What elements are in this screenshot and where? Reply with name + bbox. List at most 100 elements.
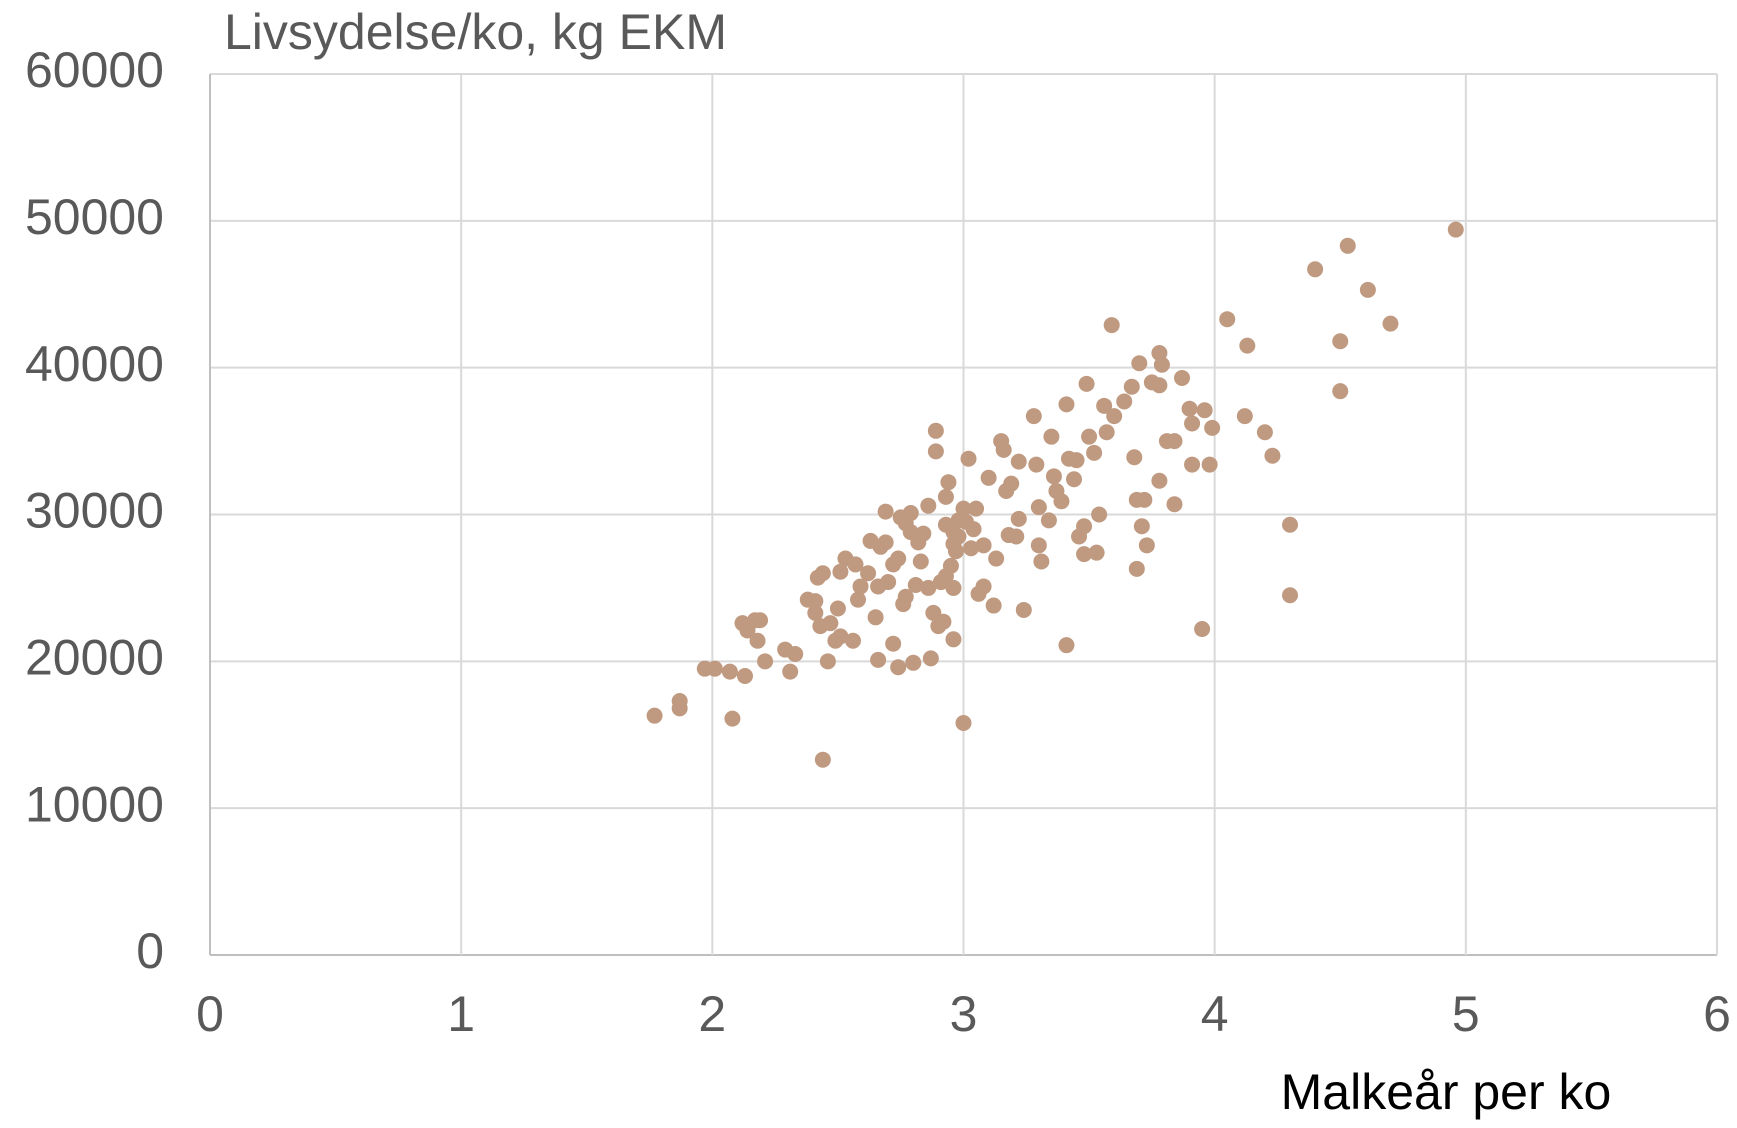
scatter-point bbox=[1045, 468, 1062, 485]
scatter-point bbox=[1008, 528, 1025, 545]
scatter-point bbox=[1103, 317, 1120, 334]
scatter-point bbox=[1053, 493, 1070, 510]
scatter-point bbox=[814, 565, 831, 582]
scatter-point bbox=[867, 609, 884, 626]
scatter-point bbox=[752, 612, 769, 629]
x-tick-label: 5 bbox=[1452, 986, 1480, 1042]
scatter-point bbox=[1184, 415, 1201, 432]
scatter-point bbox=[1078, 375, 1095, 392]
scatter-point bbox=[807, 604, 824, 621]
scatter-point bbox=[860, 565, 877, 582]
scatter-point bbox=[1040, 512, 1057, 529]
x-tick-label: 0 bbox=[196, 986, 224, 1042]
scatter-point bbox=[905, 654, 922, 671]
scatter-point bbox=[1307, 261, 1324, 278]
scatter-point bbox=[814, 751, 831, 768]
scatter-point bbox=[922, 650, 939, 667]
scatter-point bbox=[822, 615, 839, 632]
scatter-point bbox=[1153, 356, 1170, 373]
scatter-point bbox=[877, 534, 894, 551]
scatter-point bbox=[757, 653, 774, 670]
scatter-point bbox=[1196, 402, 1213, 419]
chart-title: Livsydelse/ko, kg EKM bbox=[224, 4, 727, 60]
x-tick-label: 3 bbox=[950, 986, 978, 1042]
scatter-point bbox=[1091, 506, 1108, 523]
scatter-point bbox=[945, 535, 962, 552]
scatter-point bbox=[890, 550, 907, 567]
scatter-point bbox=[960, 450, 977, 467]
scatter-point bbox=[955, 715, 972, 732]
scatter-point bbox=[1123, 378, 1140, 395]
scatter-point bbox=[1058, 637, 1075, 654]
scatter-point bbox=[1332, 383, 1349, 400]
y-tick-label: 30000 bbox=[25, 483, 164, 539]
scatter-point bbox=[749, 632, 766, 649]
scatter-point bbox=[1003, 475, 1020, 492]
scatter-point bbox=[1116, 393, 1133, 410]
scatter-point bbox=[1043, 428, 1060, 445]
scatter-point bbox=[1133, 518, 1150, 535]
scatter-point bbox=[1282, 516, 1299, 533]
scatter-point bbox=[1010, 453, 1027, 470]
scatter-point bbox=[1166, 496, 1183, 513]
scatter-point bbox=[1264, 447, 1281, 464]
scatter-point bbox=[1131, 355, 1148, 372]
scatter-point bbox=[940, 474, 957, 491]
scatter-point bbox=[706, 660, 723, 677]
scatter-point bbox=[1219, 311, 1236, 328]
scatter-point bbox=[980, 469, 997, 486]
scatter-point bbox=[1184, 456, 1201, 473]
scatter-point bbox=[963, 540, 980, 557]
scatter-point bbox=[1181, 400, 1198, 417]
scatter-point bbox=[968, 500, 985, 517]
scatter-point bbox=[1282, 587, 1299, 604]
y-tick-label: 10000 bbox=[25, 776, 164, 832]
scatter-point bbox=[945, 579, 962, 596]
scatter-point bbox=[988, 550, 1005, 567]
scatter-point bbox=[1030, 499, 1047, 516]
scatter-point bbox=[927, 422, 944, 439]
scatter-point bbox=[807, 593, 824, 610]
scatter-point bbox=[829, 600, 846, 617]
scatter-point bbox=[1239, 337, 1256, 354]
scatter-point bbox=[1106, 408, 1123, 425]
scatter-point bbox=[1174, 369, 1191, 386]
scatter-point bbox=[890, 659, 907, 676]
scatter-point bbox=[1010, 510, 1027, 527]
scatter-point bbox=[852, 578, 869, 595]
scatter-point bbox=[1076, 518, 1093, 535]
scatter-point bbox=[736, 668, 753, 685]
scatter-point bbox=[935, 613, 952, 630]
scatter-point bbox=[850, 591, 867, 608]
scatter-point bbox=[1151, 377, 1168, 394]
scatter-point bbox=[1151, 472, 1168, 489]
scatter-point bbox=[1339, 237, 1356, 254]
scatter-point bbox=[1194, 621, 1211, 638]
scatter-point bbox=[915, 525, 932, 542]
scatter-point bbox=[671, 700, 688, 717]
y-tick-label: 0 bbox=[136, 923, 164, 979]
scatter-point bbox=[1128, 560, 1145, 577]
scatter-point bbox=[1066, 471, 1083, 488]
scatter-point bbox=[870, 651, 887, 668]
scatter-point bbox=[885, 635, 902, 652]
scatter-point bbox=[724, 710, 741, 727]
scatter-point bbox=[920, 497, 937, 514]
y-tick-label: 50000 bbox=[25, 189, 164, 245]
scatter-point bbox=[1447, 221, 1464, 238]
scatter-point bbox=[1136, 491, 1153, 508]
scatter-point bbox=[895, 596, 912, 613]
scatter-point bbox=[721, 663, 738, 680]
scatter-point bbox=[1201, 456, 1218, 473]
scatter-point bbox=[1256, 424, 1273, 441]
scatter-point bbox=[870, 578, 887, 595]
x-tick-label: 6 bbox=[1703, 986, 1731, 1042]
scatter-point bbox=[1382, 315, 1399, 332]
scatter-point bbox=[847, 556, 864, 573]
scatter-point bbox=[1166, 433, 1183, 450]
scatter-point bbox=[1126, 449, 1143, 466]
scatter-point bbox=[877, 503, 894, 520]
scatter-point bbox=[995, 441, 1012, 458]
y-tick-label: 60000 bbox=[25, 42, 164, 98]
